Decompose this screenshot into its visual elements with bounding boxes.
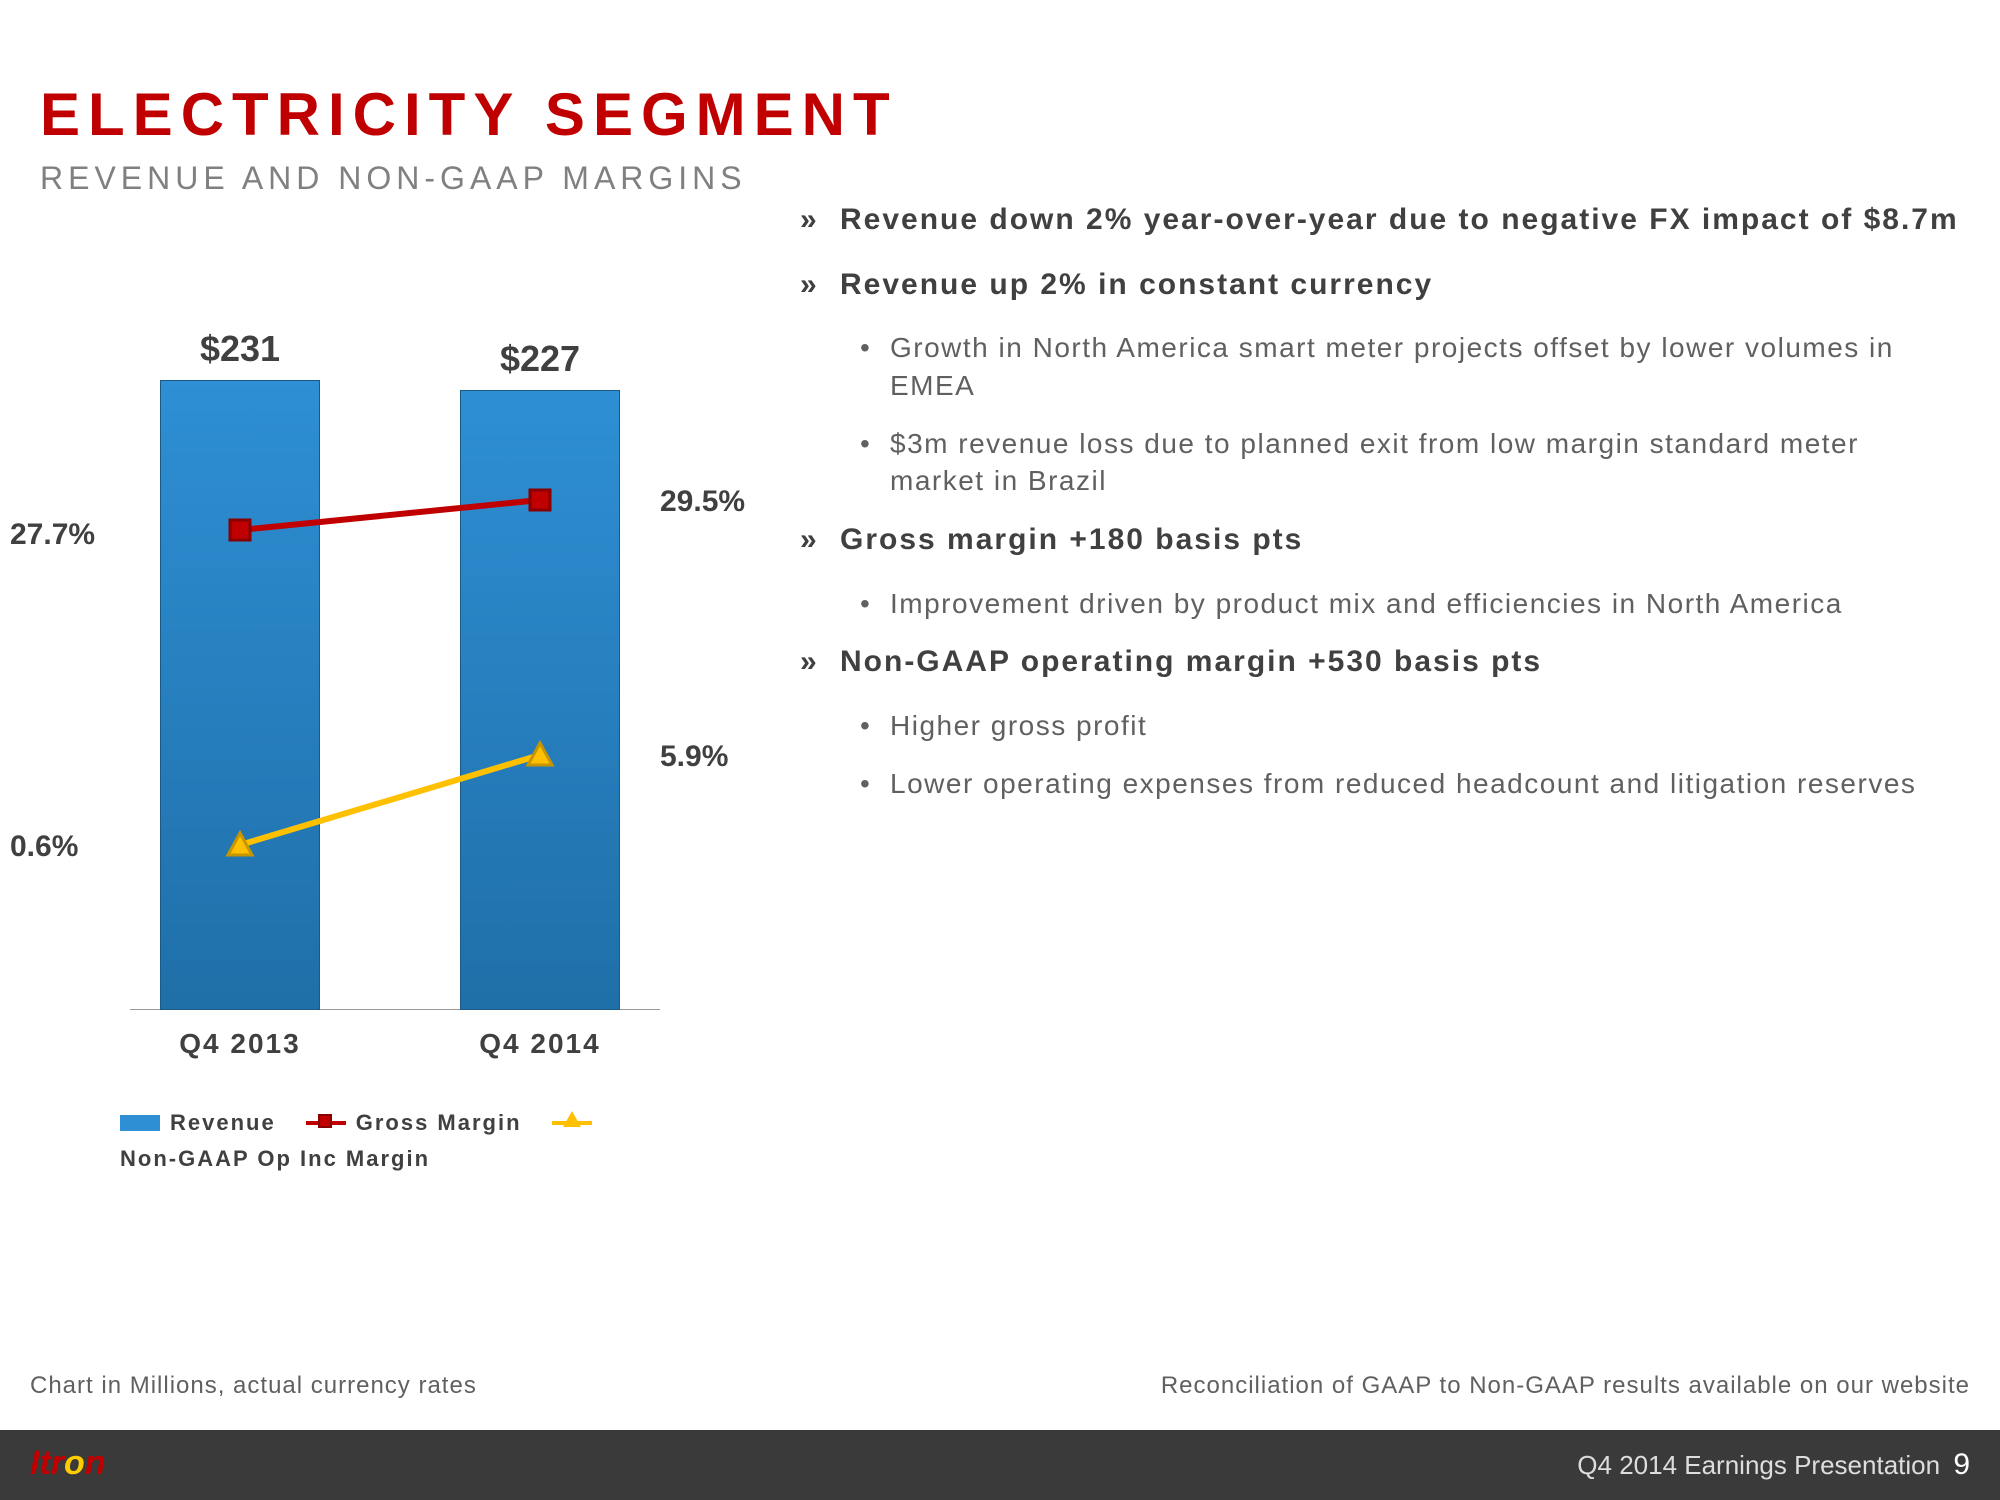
xaxis-label-1: Q4 2014	[440, 1028, 640, 1060]
bullet-list: Revenue down 2% year-over-year due to ne…	[800, 200, 1960, 823]
page-number: 9	[1953, 1448, 1970, 1481]
legend-swatch-revenue	[120, 1115, 160, 1131]
bullet-6: Non-GAAP operating margin +530 basis pts	[800, 642, 1960, 683]
bullet-7: Higher gross profit	[800, 707, 1960, 745]
bullet-0: Revenue down 2% year-over-year due to ne…	[800, 200, 1960, 241]
op-margin-marker-1	[528, 743, 552, 765]
bullet-3: $3m revenue loss due to planned exit fro…	[800, 425, 1960, 501]
gross-margin-marker-1	[530, 490, 550, 510]
xaxis-label-0: Q4 2013	[140, 1028, 340, 1060]
bullet-8: Lower operating expenses from reduced he…	[800, 765, 1960, 803]
gross-margin-label-0: 27.7%	[10, 518, 95, 552]
footnote-left: Chart in Millions, actual currency rates	[30, 1372, 477, 1400]
legend-label-revenue: Revenue	[170, 1110, 276, 1136]
footer-text: Q4 2014 Earnings Presentation 9	[1577, 1448, 1970, 1482]
chart-legend: Revenue Gross Margin Non-GAAP Op Inc Mar…	[120, 1110, 760, 1172]
chart-area: $231 $227 27.7% 29.5% 0.6% 5.9% Q4 2013 …	[0, 250, 780, 1070]
op-margin-label-1: 5.9%	[660, 740, 728, 774]
gross-margin-marker-0	[230, 520, 250, 540]
logo: Itron	[30, 1444, 106, 1483]
bullet-1: Revenue up 2% in constant currency	[800, 265, 1960, 306]
bullet-2: Growth in North America smart meter proj…	[800, 329, 1960, 405]
chart-lines-svg	[0, 250, 780, 1070]
slide-subtitle: REVENUE AND NON-GAAP MARGINS	[40, 160, 747, 197]
bullet-4: Gross margin +180 basis pts	[800, 520, 1960, 561]
gross-margin-label-1: 29.5%	[660, 485, 745, 519]
slide: ELECTRICITY SEGMENT REVENUE AND NON-GAAP…	[0, 0, 2000, 1500]
footer-caption: Q4 2014 Earnings Presentation	[1577, 1450, 1940, 1480]
bullet-5: Improvement driven by product mix and ef…	[800, 585, 1960, 623]
legend-label-op: Non-GAAP Op Inc Margin	[120, 1146, 430, 1172]
footer-bar: Itron Q4 2014 Earnings Presentation 9	[0, 1430, 2000, 1500]
slide-title: ELECTRICITY SEGMENT	[40, 80, 898, 149]
legend-label-gross: Gross Margin	[356, 1110, 522, 1136]
legend-swatch-gross	[306, 1121, 346, 1125]
footnote-right: Reconciliation of GAAP to Non-GAAP resul…	[1161, 1372, 1970, 1400]
op-margin-line	[240, 755, 540, 845]
op-margin-label-0: 0.6%	[10, 830, 78, 864]
gross-margin-line	[240, 500, 540, 530]
legend-swatch-op	[552, 1121, 592, 1125]
